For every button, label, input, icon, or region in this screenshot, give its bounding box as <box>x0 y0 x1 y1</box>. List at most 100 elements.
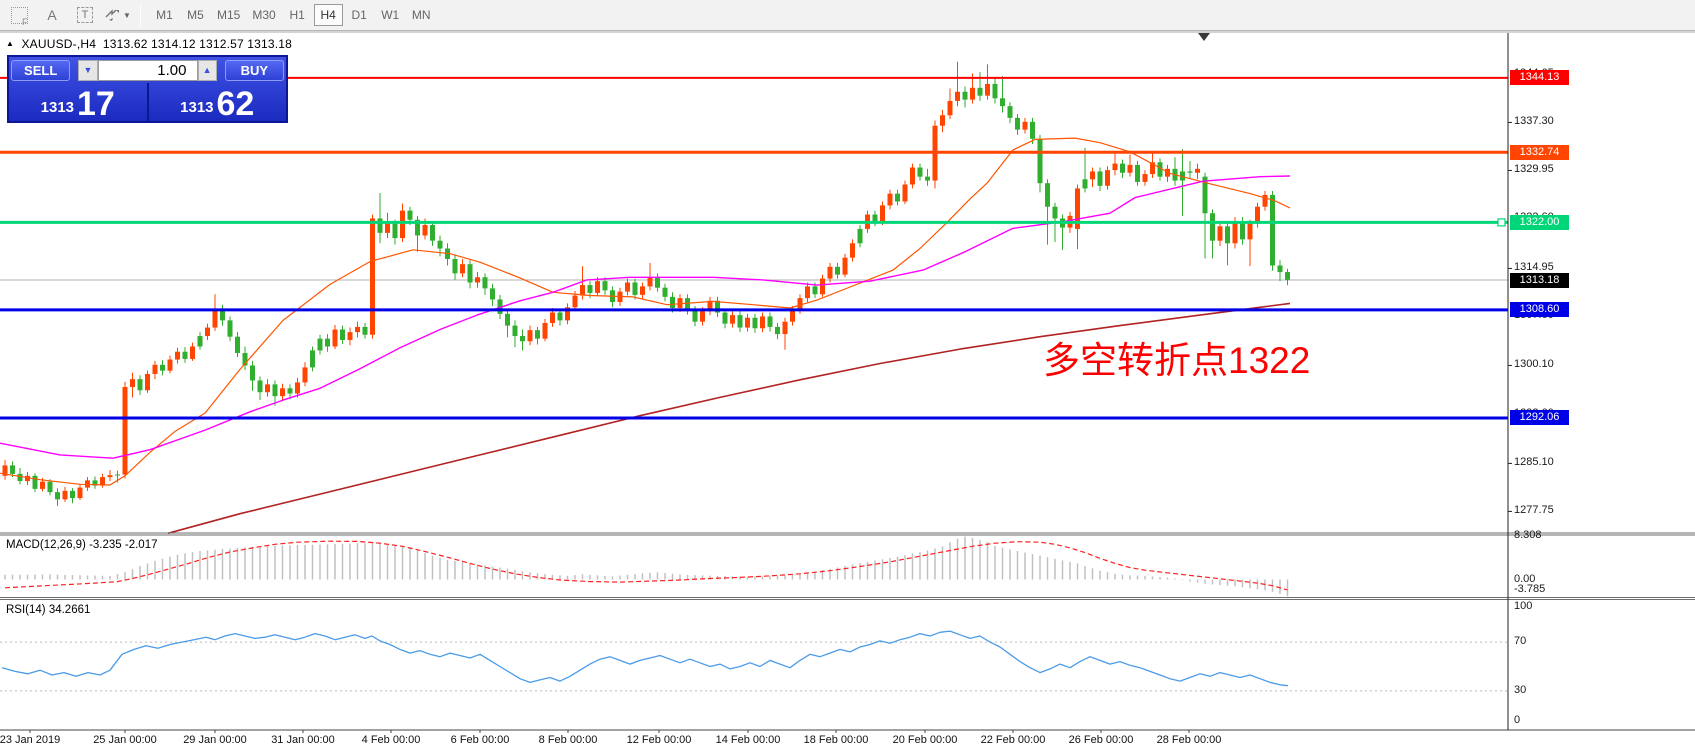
candle-body <box>205 327 210 337</box>
time-label: 25 Jan 00:00 <box>93 734 157 746</box>
timeframe-button-m30[interactable]: M30 <box>252 8 276 22</box>
candle-body <box>895 193 900 202</box>
toolbar: F A T ▼ M1 M5 M15 M30 H1 H4 D1 W1 MN <box>0 0 1695 31</box>
ohlc-close: 1313.18 <box>247 37 292 51</box>
timeframe-button-mn[interactable]: MN <box>411 8 431 22</box>
candle-body <box>535 330 540 339</box>
candle-body <box>805 286 810 299</box>
price-badge-1292.06: 1292.06 <box>1510 410 1569 426</box>
candle-body <box>295 382 300 394</box>
macd-axis--3.785: -3.785 <box>1514 583 1546 595</box>
time-label: 18 Feb 00:00 <box>803 734 869 746</box>
candle-body <box>1127 164 1133 173</box>
candle-body <box>572 295 578 308</box>
candle-body <box>1015 117 1020 130</box>
candle-body <box>272 384 278 397</box>
candle-body <box>1000 98 1005 107</box>
volume-input[interactable] <box>97 60 198 81</box>
sell-button[interactable]: SELL <box>11 60 71 81</box>
candle-body <box>692 309 698 322</box>
candle-body <box>1150 162 1155 175</box>
candle-body <box>1082 179 1088 189</box>
ask-price[interactable]: 1313 62 <box>180 85 255 123</box>
time-label: 8 Feb 00:00 <box>538 734 598 746</box>
timeframe-button-d1[interactable]: D1 <box>351 8 367 22</box>
candle-body <box>227 320 233 337</box>
candle-body <box>1240 221 1245 240</box>
candle-body <box>1112 163 1118 171</box>
candle-body <box>1135 164 1140 182</box>
label-a-icon[interactable]: A <box>47 7 57 23</box>
text-tool-icon[interactable]: T <box>71 3 99 27</box>
shapes-tool-icon[interactable]: ▼ <box>104 3 132 27</box>
candle-body <box>332 329 338 347</box>
grid-f-icon[interactable]: F <box>5 3 33 27</box>
bid-price[interactable]: 1313 17 <box>40 85 115 123</box>
toolbar-separator <box>140 4 141 26</box>
candle-body <box>887 193 893 206</box>
volume-increase-button[interactable]: ▲ <box>197 60 217 81</box>
candle-body <box>1247 223 1253 240</box>
buy-button[interactable]: BUY <box>224 60 284 81</box>
timeframe-button-m15[interactable]: M15 <box>217 8 241 22</box>
candle-body <box>400 210 405 239</box>
candle-body <box>115 474 120 476</box>
timeframe-button-h1[interactable]: H1 <box>289 8 305 22</box>
candle-body <box>625 282 630 292</box>
candle-body <box>250 365 255 381</box>
candle-body <box>377 218 383 233</box>
candle-body <box>940 115 945 126</box>
macd-signal-line <box>4 540 1288 591</box>
ma-fast-line <box>0 137 1291 486</box>
candle-body <box>100 477 105 486</box>
candle-body <box>497 299 503 314</box>
price-badge-1322.00: 1322.00 <box>1510 214 1569 230</box>
candle-body <box>947 100 953 116</box>
candle-body <box>475 277 480 283</box>
time-label: 28 Feb 00:00 <box>1156 734 1222 746</box>
volume-decrease-button[interactable]: ▼ <box>78 60 98 81</box>
timeframe-button-m5[interactable]: M5 <box>187 8 204 22</box>
candle-body <box>512 325 518 337</box>
candle-body <box>520 336 525 342</box>
candle-body <box>152 364 158 374</box>
candle-body <box>415 219 420 236</box>
candle-body <box>1262 194 1268 207</box>
time-label: 26 Feb 00:00 <box>1068 734 1134 746</box>
candle-body <box>1022 121 1028 130</box>
time-label: 29 Jan 00:00 <box>183 734 247 746</box>
candle-body <box>902 184 908 202</box>
candle-body <box>812 286 818 295</box>
candle-body <box>850 243 855 258</box>
chevron-down-icon: ▼ <box>123 10 131 20</box>
candle-body <box>325 338 330 347</box>
candle-body <box>505 313 510 326</box>
candle-body <box>10 465 15 474</box>
line-handle[interactable] <box>1497 218 1506 227</box>
candle-body <box>1105 170 1110 186</box>
candle-body <box>2 465 8 476</box>
rsi-label: RSI(14) 34.2661 <box>6 604 91 616</box>
candle-body <box>662 287 668 297</box>
candle-body <box>452 258 458 274</box>
candle-body <box>1045 183 1050 207</box>
candle-body <box>145 373 150 391</box>
candle-body <box>70 490 75 499</box>
candle-body <box>827 266 833 279</box>
price-axis[interactable] <box>1509 33 1695 730</box>
ohlc-high: 1314.12 <box>150 37 196 51</box>
timeframe-button-w1[interactable]: W1 <box>381 8 400 22</box>
timeframe-button-h4[interactable]: H4 <box>313 4 343 26</box>
candle-body <box>40 481 45 489</box>
price-badge-1308.60: 1308.60 <box>1510 302 1569 318</box>
rsi-line <box>1 630 1289 687</box>
candle-body <box>917 167 923 177</box>
candle-body <box>655 277 660 288</box>
candle-body <box>392 223 398 239</box>
candle-body <box>842 257 848 275</box>
candle-body <box>1075 188 1080 229</box>
candle-body <box>1180 171 1185 181</box>
timeframe-button-m1[interactable]: M1 <box>156 8 173 22</box>
